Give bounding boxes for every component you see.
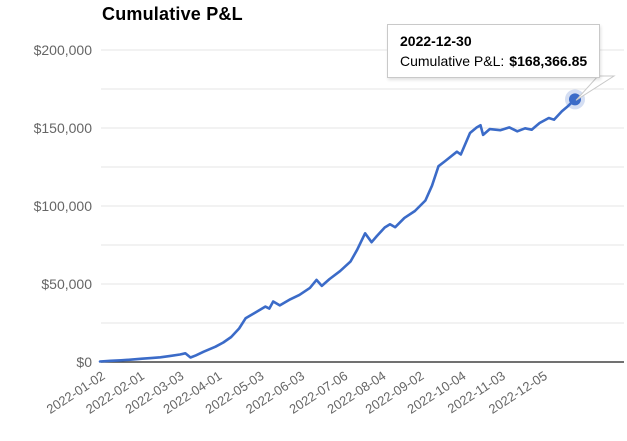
y-axis-tick-label: $100,000 — [34, 198, 93, 214]
y-axis-tick-label: $0 — [76, 354, 92, 370]
tooltip-label: Cumulative P&L: — [400, 53, 505, 69]
chart-title: Cumulative P&L — [102, 4, 243, 24]
tooltip-value: $168,366.85 — [509, 53, 588, 69]
tooltip: 2022-12-30 Cumulative P&L: $168,366.85 — [387, 24, 601, 78]
y-axis-tick-label: $50,000 — [41, 276, 92, 292]
tooltip-value-row: Cumulative P&L: $168,366.85 — [400, 53, 587, 69]
data-point-marker[interactable] — [569, 93, 581, 106]
y-axis-tick-label: $200,000 — [34, 42, 93, 58]
tooltip-date: 2022-12-30 — [400, 33, 472, 49]
pnl-line[interactable] — [98, 98, 577, 363]
tooltip-callout-tail — [575, 75, 616, 101]
y-axis-tick-label: $150,000 — [34, 120, 93, 136]
